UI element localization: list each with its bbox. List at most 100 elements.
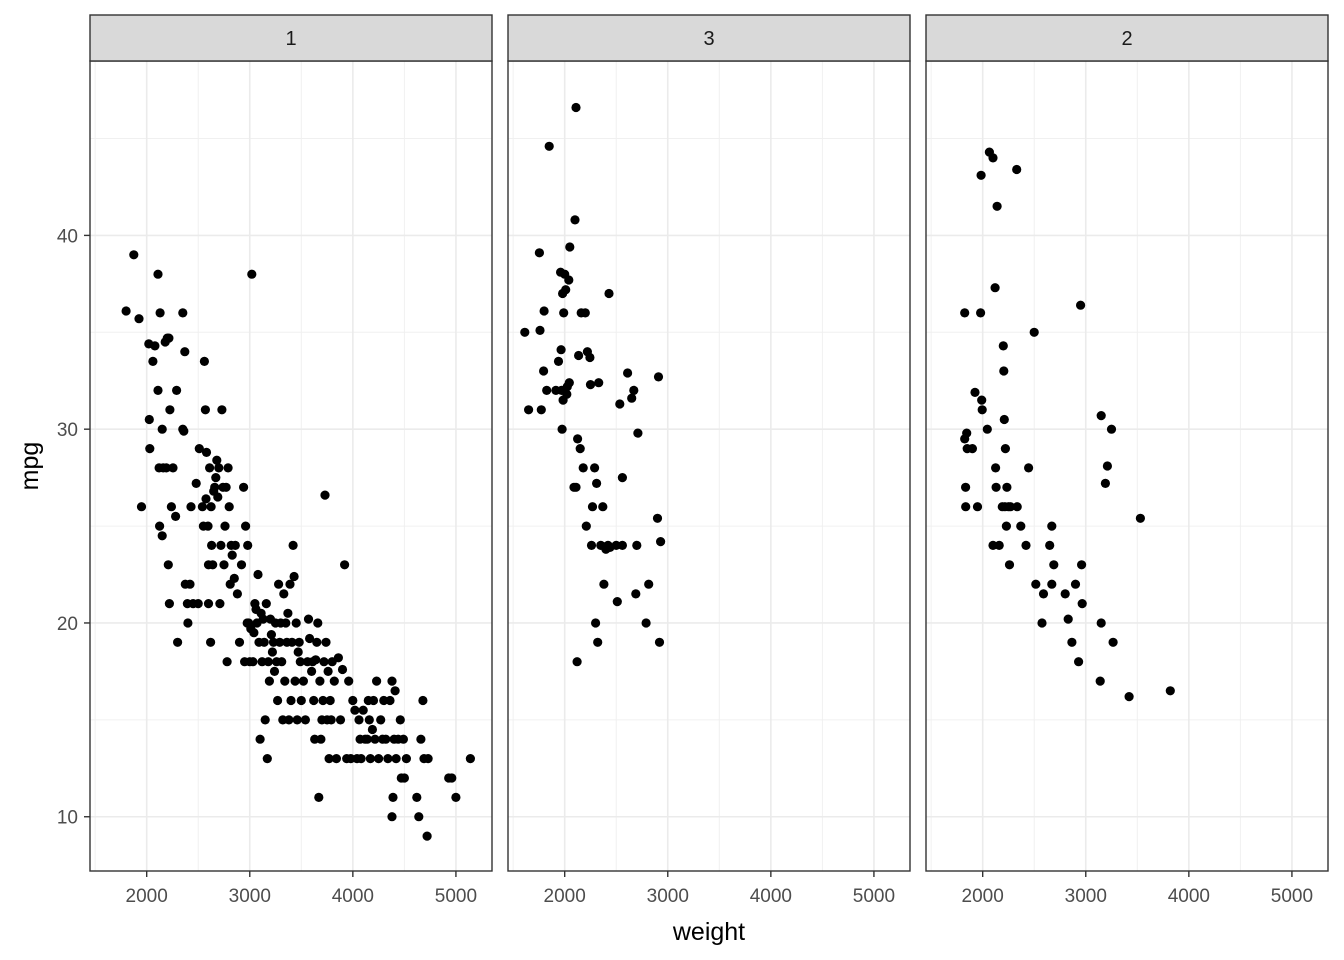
data-point [229,573,239,584]
data-point [388,792,398,803]
data-point [972,502,983,512]
panel-background [508,61,910,871]
data-point [559,308,569,318]
data-point [591,618,601,628]
data-point [1031,579,1041,589]
data-point [335,715,346,725]
data-point [239,482,249,492]
data-point [592,478,602,488]
facet-panel-3: 3 2000 3000 4000 5000 [507,14,911,907]
data-point [585,380,596,390]
data-point [1001,521,1012,531]
data-point [165,405,175,415]
data-point [991,482,1001,492]
data-point [298,676,308,686]
data-point [553,356,564,366]
data-point [362,734,372,744]
data-point [221,482,231,492]
data-point [305,633,315,644]
data-point [395,715,405,725]
data-point [213,492,223,502]
data-point [358,705,368,715]
data-point [267,647,277,657]
data-point [286,695,296,706]
data-point [230,540,240,551]
data-point [274,579,284,589]
data-point [593,637,603,647]
data-point [1012,502,1022,512]
data-point [325,695,335,706]
data-point [368,695,379,706]
data-point [967,444,978,454]
data-point [399,773,409,783]
points-1 [121,250,475,841]
data-point [261,599,271,609]
data-point [542,385,552,395]
data-point [150,341,160,351]
data-point [654,637,665,647]
data-point [562,389,572,399]
data-point [171,511,181,521]
facet-strip-label: 1 [285,28,296,50]
data-point [215,599,225,609]
data-point [376,715,386,725]
y-tick-label: 40 [57,226,78,247]
data-point [241,521,251,531]
data-point [243,540,253,551]
data-point [565,242,575,252]
x-axis-title: weight [672,918,745,946]
data-point [293,647,303,657]
data-point [536,405,546,415]
data-point [988,153,998,163]
data-point [312,637,322,647]
data-point [316,734,326,744]
data-point [354,715,364,725]
data-point [313,618,323,628]
data-point [574,350,584,361]
data-point [211,473,221,483]
data-point [1049,560,1059,570]
data-point [962,428,972,438]
data-point [206,502,216,512]
data-point [161,463,171,473]
data-point [288,540,298,551]
data-point [398,734,408,744]
data-point [248,657,258,667]
data-point [1037,618,1047,628]
data-point [571,102,581,113]
data-point [1096,411,1106,421]
data-point [982,424,992,434]
data-point [1012,164,1022,175]
x-tick-label: 5000 [1271,886,1313,907]
data-point [1047,579,1057,589]
data-point [1106,424,1117,434]
data-point [220,521,230,531]
data-point [1024,463,1034,473]
data-point [999,366,1009,376]
x-tick-label: 2000 [962,886,1004,907]
x-tick-label: 4000 [332,886,374,907]
data-point [216,540,226,551]
data-point [423,754,433,764]
data-point [1124,692,1134,702]
data-point [200,405,210,415]
data-point [163,560,173,570]
data-point [153,269,163,279]
data-point [615,399,625,409]
data-point [309,695,319,706]
data-point [539,306,549,316]
data-point [656,537,666,547]
data-point [374,754,384,764]
data-point [585,352,595,363]
x-tick-label: 4000 [750,886,792,907]
data-point [653,372,664,382]
data-point [587,502,598,512]
data-point [564,378,574,388]
facet-strip [925,14,1329,62]
data-point [1004,560,1015,570]
data-point [263,657,273,667]
data-point [179,426,189,436]
data-point [222,657,232,667]
data-point [224,502,234,512]
